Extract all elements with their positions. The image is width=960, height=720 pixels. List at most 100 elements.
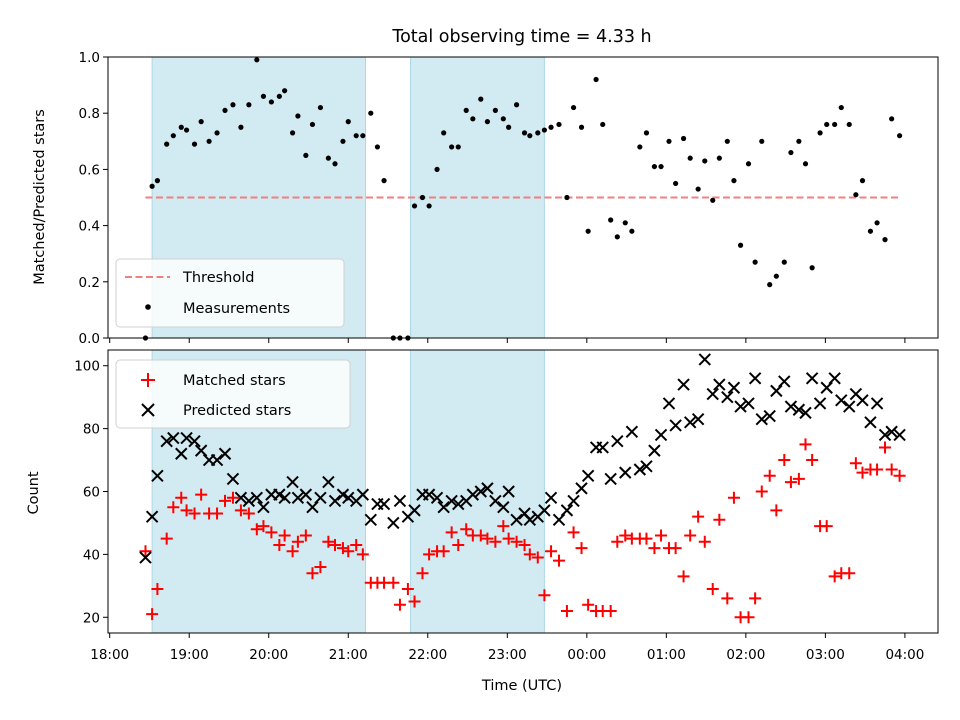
matched-star-point: [560, 604, 573, 617]
predicted-star-point: [870, 397, 884, 410]
matched-stars-series: [139, 438, 906, 624]
measurement-point: [853, 192, 859, 198]
measurement-point: [737, 242, 744, 248]
predicted-star-point: [734, 400, 747, 413]
bottom-y-ticks: 20 40 60 80 100: [74, 359, 108, 626]
predicted-star-point: [180, 431, 193, 445]
predicted-star-point: [299, 488, 313, 501]
matched-star-point: [552, 554, 565, 567]
matched-star-point: [408, 595, 421, 608]
measurement-point: [191, 141, 198, 147]
predicted-star-point: [856, 394, 869, 407]
predicted-star-point: [633, 463, 647, 476]
measurement-point: [183, 127, 190, 133]
measurement-point: [585, 228, 591, 234]
predicted-star-point: [356, 488, 370, 501]
predicted-star-point: [770, 384, 783, 398]
matched-star-point: [291, 535, 304, 548]
predicted-star-point: [878, 428, 892, 442]
matched-star-point: [849, 457, 862, 470]
matched-star-point: [160, 532, 173, 545]
predicted-star-point: [792, 403, 806, 416]
matched-star-point: [314, 560, 327, 573]
predicted-star-point: [755, 412, 768, 426]
measurement-point: [731, 178, 737, 184]
matched-star-point: [742, 611, 755, 624]
measurement-point: [570, 104, 577, 111]
predicted-star-point: [575, 482, 588, 495]
bottom-x-ticks: 18:00 19:00 20:00 21:00 22:00 23:00 00:00 01:00…: [90, 633, 924, 663]
top-legend: Threshold Measurements: [115, 258, 345, 328]
predicted-star-point: [322, 475, 335, 489]
predicted-star-point: [683, 416, 697, 429]
matched-star-point: [510, 535, 523, 548]
x-tick-label: 23:00: [488, 647, 527, 663]
predicted-star-point: [175, 447, 188, 460]
predicted-star-point: [242, 494, 256, 508]
matched-star-point: [146, 608, 159, 621]
measurement-point: [695, 186, 701, 192]
predicted-star-point: [250, 491, 264, 504]
predicted-star-point: [226, 472, 240, 486]
measurement-point: [441, 130, 447, 136]
matched-star-point: [655, 529, 668, 542]
measurement-point: [680, 135, 687, 142]
legend-measurements-label: Measurements: [183, 301, 290, 317]
x-tick-label: 02:00: [726, 647, 765, 663]
measurement-point: [317, 104, 324, 111]
y-tick-label: 20: [83, 610, 100, 626]
predicted-star-point: [820, 381, 833, 394]
measurement-point: [222, 107, 228, 113]
predicted-star-point: [654, 428, 668, 442]
measurement-point: [745, 161, 752, 167]
measurement-point: [724, 138, 730, 144]
predicted-star-point: [306, 501, 319, 514]
measurement-point: [254, 57, 260, 63]
matched-star-point: [727, 491, 740, 504]
measurement-point: [506, 124, 512, 130]
bottom-legend-box: [115, 359, 351, 429]
measurement-point: [309, 121, 316, 128]
shaded-interval: [410, 349, 545, 634]
matched-star-point: [329, 538, 342, 551]
matched-star-point: [879, 441, 892, 454]
predicted-star-point: [430, 491, 444, 504]
predicted-star-point: [625, 425, 639, 438]
predicted-star-point: [742, 397, 755, 410]
y-tick-label: 0.6: [79, 162, 100, 178]
predicted-star-point: [466, 488, 480, 501]
measurement-point: [295, 113, 301, 119]
predicted-star-point: [167, 431, 180, 445]
measurement-point: [673, 180, 679, 187]
predicted-star-point: [778, 375, 791, 388]
predicted-star-point: [502, 485, 515, 498]
matched-star-point: [242, 507, 255, 520]
measurement-point: [381, 178, 387, 184]
matched-star-point: [604, 604, 617, 617]
y-tick-label: 1.0: [79, 50, 100, 66]
measurement-point: [353, 133, 359, 139]
matched-star-point: [188, 507, 201, 520]
matched-star-point: [342, 545, 355, 558]
predicted-star-point: [278, 491, 291, 504]
matched-star-point: [489, 535, 502, 548]
x-tick-label: 21:00: [329, 647, 368, 663]
measurement-point: [164, 141, 170, 147]
measurement-point: [449, 144, 455, 150]
measurement-point: [149, 183, 155, 189]
measurement-point: [340, 138, 346, 144]
measurement-point: [767, 282, 773, 288]
predicted-star-point: [805, 372, 819, 385]
measurement-point: [817, 130, 823, 136]
matched-star-point: [706, 582, 719, 595]
measurement-point: [548, 124, 554, 130]
chart-title: Total observing time = 4.33 h: [391, 27, 651, 47]
matched-star-point: [234, 504, 247, 517]
measurement-point: [154, 178, 161, 184]
measurement-point: [781, 259, 787, 265]
measurement-point: [608, 217, 614, 223]
matched-star-point: [452, 538, 465, 551]
predicted-star-point: [677, 378, 690, 391]
measurement-point: [455, 144, 461, 150]
measurement-point: [556, 121, 562, 128]
